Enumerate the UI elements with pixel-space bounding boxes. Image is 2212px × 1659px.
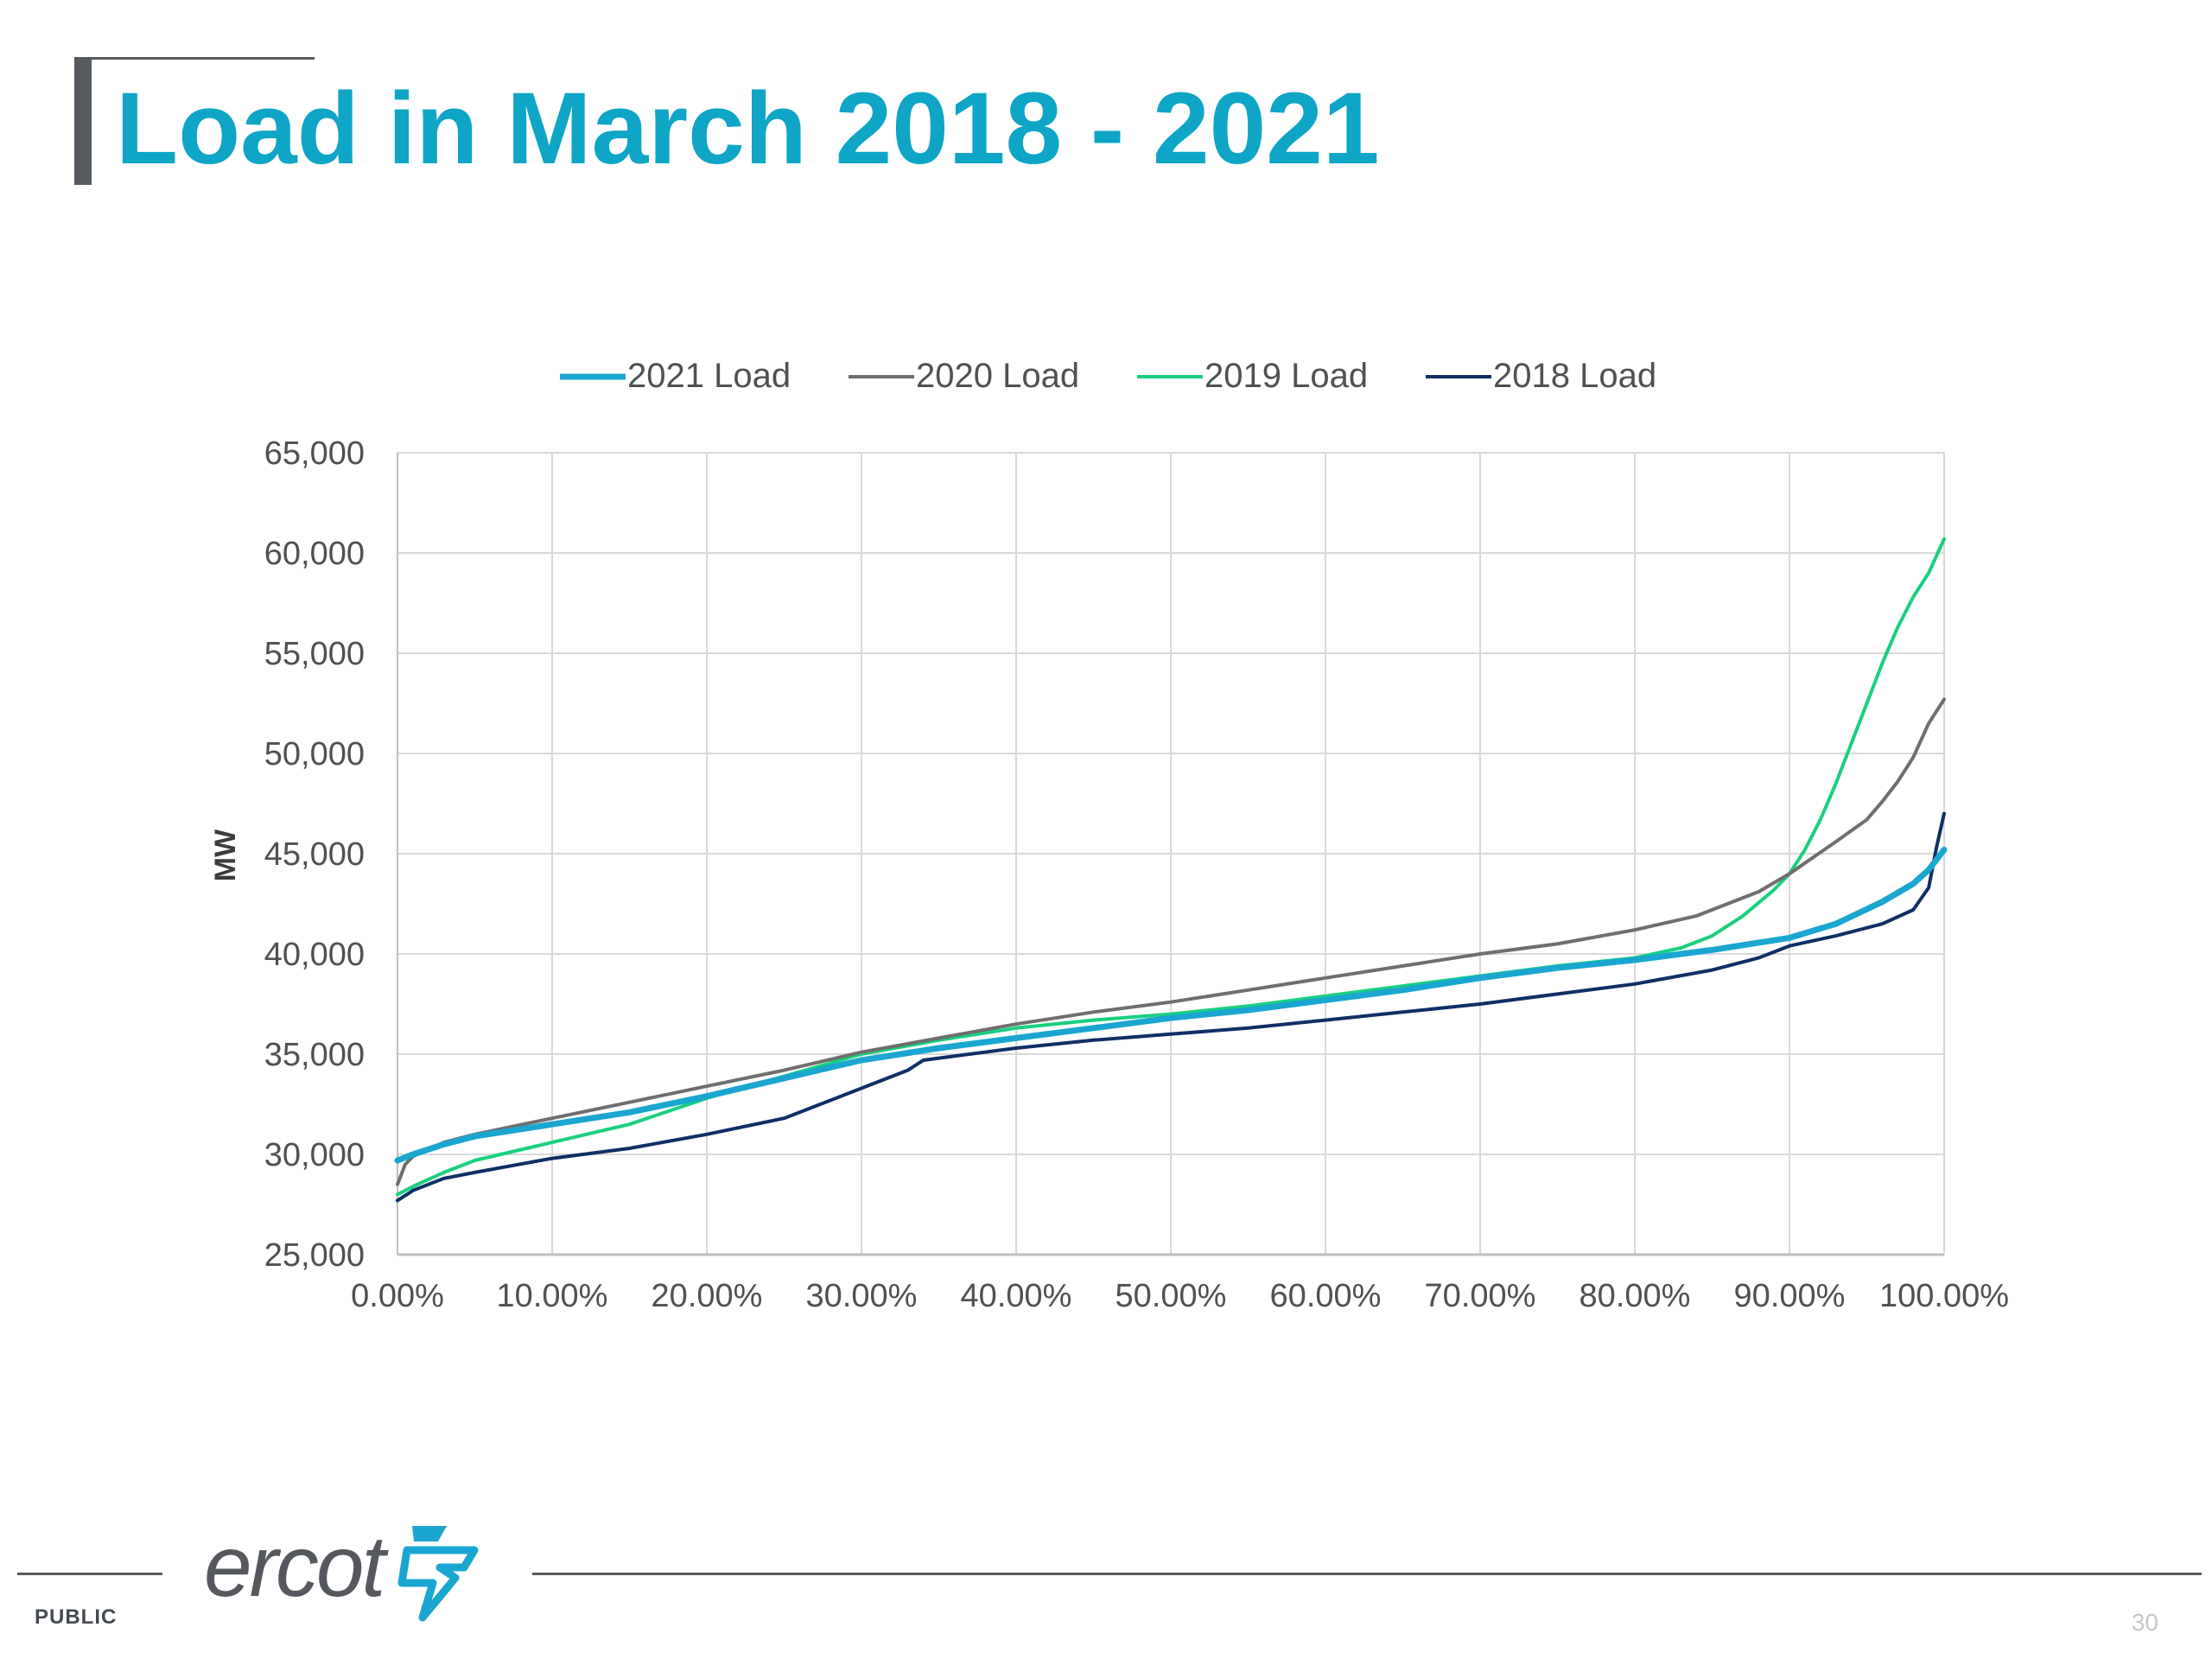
footer-rule-right: [532, 1573, 2202, 1575]
x-tick-label: 0.00%: [351, 1278, 444, 1314]
ercot-logo: ercot: [204, 1510, 483, 1623]
y-tick-label: 50,000: [264, 736, 365, 772]
y-tick-label: 45,000: [264, 836, 365, 873]
legend-label: 2018 Load: [1493, 357, 1656, 395]
footer-rule-left: [17, 1573, 162, 1575]
x-tick-label: 40.00%: [961, 1278, 1072, 1314]
legend-label: 2019 Load: [1205, 357, 1368, 395]
series-line-2020: [396, 697, 1946, 1186]
x-tick-label: 100.00%: [1879, 1278, 2009, 1314]
x-tick-label: 50.00%: [1116, 1278, 1227, 1314]
texas-bolt-icon: [397, 1526, 479, 1622]
x-tick-label: 30.00%: [806, 1278, 918, 1314]
y-tick-label: 35,000: [264, 1037, 365, 1073]
y-tick-label: 25,000: [264, 1237, 365, 1274]
x-tick-label: 70.00%: [1425, 1278, 1536, 1314]
x-tick-label: 60.00%: [1270, 1278, 1382, 1314]
x-tick-label: 80.00%: [1580, 1278, 1691, 1314]
chart-legend: 2021 Load 2020 Load 2019 Load 2018 Load: [560, 357, 1656, 395]
ercot-wordmark: ercot: [204, 1517, 385, 1615]
x-tick-label: 20.00%: [652, 1278, 763, 1314]
title-accent-bar: [74, 57, 92, 185]
title-accent-line: [74, 57, 315, 60]
page-number: 30: [2131, 1609, 2158, 1636]
y-tick-label: 55,000: [264, 636, 365, 672]
x-tick-label: 90.00%: [1734, 1278, 1846, 1314]
legend-label: 2021 Load: [627, 357, 791, 395]
legend-label: 2020 Load: [916, 357, 1079, 395]
y-tick-label: 65,000: [264, 435, 365, 472]
slide-title: Load in March 2018 - 2021: [116, 72, 1380, 186]
series-line-2018: [396, 811, 1946, 1203]
chart-gridlines: [397, 452, 1945, 1255]
series-line-2021: [394, 846, 1948, 1164]
y-tick-label: 60,000: [264, 536, 365, 572]
y-axis-label: MW: [209, 829, 242, 881]
y-tick-label: 30,000: [264, 1137, 365, 1173]
chart-axes: 25,000 30,000 35,000 40,000 45,000 50,000 55,0…: [264, 435, 2009, 1314]
y-tick-label: 40,000: [264, 937, 365, 973]
x-tick-label: 10.00%: [497, 1278, 608, 1314]
public-classification-label: PUBLIC: [35, 1605, 118, 1629]
chart-series: [394, 537, 1948, 1203]
